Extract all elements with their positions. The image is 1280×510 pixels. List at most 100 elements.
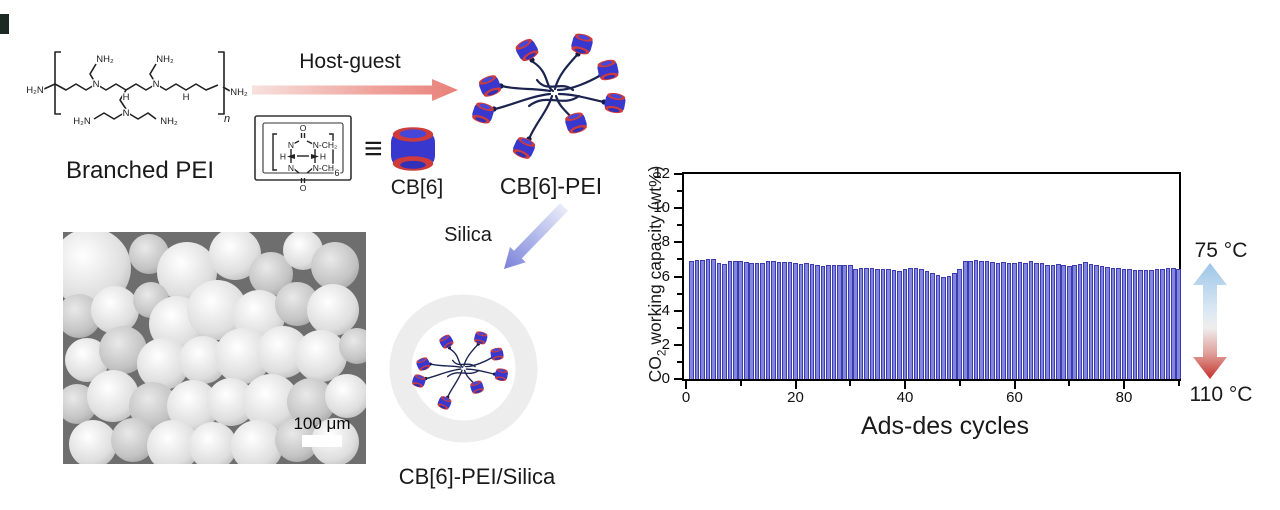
y-minor-tick: [677, 360, 682, 363]
bar: [1056, 264, 1061, 379]
bar: [815, 264, 820, 379]
bar: [1170, 267, 1176, 379]
atom-label: N: [288, 163, 294, 173]
bar: [951, 273, 957, 379]
bar: [1127, 269, 1132, 379]
sem-particle: [63, 294, 101, 338]
x-minor-tick: [739, 381, 742, 386]
x-minor-tick: [958, 381, 961, 386]
subscript-6: 6: [334, 168, 339, 178]
cb6-label: CB[6]: [390, 176, 444, 199]
y-minor-tick: [677, 258, 682, 261]
bar: [694, 260, 700, 379]
bar: [1039, 263, 1045, 379]
y-label-sub: 2: [654, 349, 669, 357]
sem-particle: [307, 284, 359, 336]
x-tick: [904, 381, 906, 389]
bar: [826, 265, 831, 379]
sem-particle: [215, 328, 271, 384]
bar: [787, 261, 793, 379]
bar: [1083, 261, 1088, 379]
sem-particle: [167, 380, 219, 432]
bar: [1088, 264, 1094, 379]
y-tick-label: 10: [653, 199, 670, 217]
y-tick: [674, 378, 682, 380]
bar: [853, 268, 859, 379]
bar: [1050, 265, 1056, 379]
bar: [1006, 262, 1012, 379]
sem-particle: [69, 420, 117, 464]
bar: [831, 264, 837, 379]
bar: [935, 274, 941, 379]
bar: [1023, 262, 1028, 379]
bar: [995, 262, 1001, 379]
atom-label: H: [123, 92, 130, 103]
branched-pei-label: Branched PEI: [65, 157, 215, 184]
atom-label: NH₂: [230, 87, 248, 98]
bar: [743, 261, 749, 379]
sem-scale-label: 100 μm: [293, 414, 350, 433]
atom-label: H₂N: [73, 116, 91, 127]
atom-label: O: [300, 183, 307, 193]
bar: [902, 269, 908, 379]
y-minor-tick: [677, 190, 682, 193]
bar: [771, 261, 776, 379]
bar: [924, 271, 930, 379]
host-guest-arrow: [252, 79, 458, 101]
bar: [705, 259, 711, 379]
bar: [1066, 265, 1072, 379]
bar: [957, 268, 963, 379]
temperature-swing-arrow: [1193, 263, 1227, 379]
x-tick-label: 60: [1006, 389, 1023, 406]
silica-arrow: [504, 203, 568, 269]
sem-particle: [207, 378, 255, 426]
bar: [1061, 264, 1067, 379]
bar: [1116, 268, 1121, 379]
bar: [1099, 265, 1105, 379]
y-label-pre: CO: [645, 356, 665, 383]
bar: [990, 261, 995, 379]
atom-label: NH₂: [156, 54, 174, 65]
sem-image: 100 μm: [63, 232, 366, 464]
subscript-n: n: [224, 113, 230, 125]
bar: [776, 261, 782, 379]
y-minor-tick: [677, 292, 682, 295]
branched-pei-structure: H₂N NH₂ NH₂ N N H H N H₂N NH₂ NH₂ n: [26, 51, 249, 128]
bar: [913, 267, 919, 379]
atom-label: N: [93, 79, 100, 90]
bar: [875, 269, 880, 379]
sem-particle: [137, 338, 189, 390]
bar: [1045, 264, 1050, 379]
sem-particle: [147, 420, 199, 464]
sem-particle: [99, 326, 147, 374]
bar: [782, 262, 787, 379]
bar: [820, 266, 826, 379]
bar: [722, 264, 727, 379]
y-label-post: working capacity (wt%): [645, 165, 665, 350]
bar: [858, 268, 864, 379]
sem-particle: [87, 370, 139, 422]
sem-particle: [325, 374, 366, 418]
bar: [941, 276, 946, 379]
bar: [864, 267, 869, 379]
sem-particle: [311, 242, 359, 290]
bar: [842, 264, 848, 379]
x-tick: [685, 381, 687, 389]
x-tick-label: 80: [1115, 389, 1133, 406]
x-tick-label: 40: [896, 389, 914, 406]
bar: [732, 261, 738, 379]
y-tick-label: 4: [661, 301, 670, 319]
y-tick-label: 6: [661, 267, 670, 285]
silica-label: Silica: [444, 224, 492, 246]
y-tick: [674, 207, 682, 210]
y-tick-label: 8: [661, 233, 670, 251]
temp-low-label: 110 °C: [1189, 383, 1253, 406]
bar: [1149, 269, 1154, 379]
bar: [930, 273, 935, 379]
temp-high-label: 75 °C: [1194, 239, 1248, 262]
host-guest-label: Host-guest: [299, 50, 401, 73]
sem-particle: [339, 328, 366, 364]
sem-particle: [187, 280, 247, 340]
x-tick: [1123, 381, 1125, 389]
bar: [1077, 263, 1083, 379]
